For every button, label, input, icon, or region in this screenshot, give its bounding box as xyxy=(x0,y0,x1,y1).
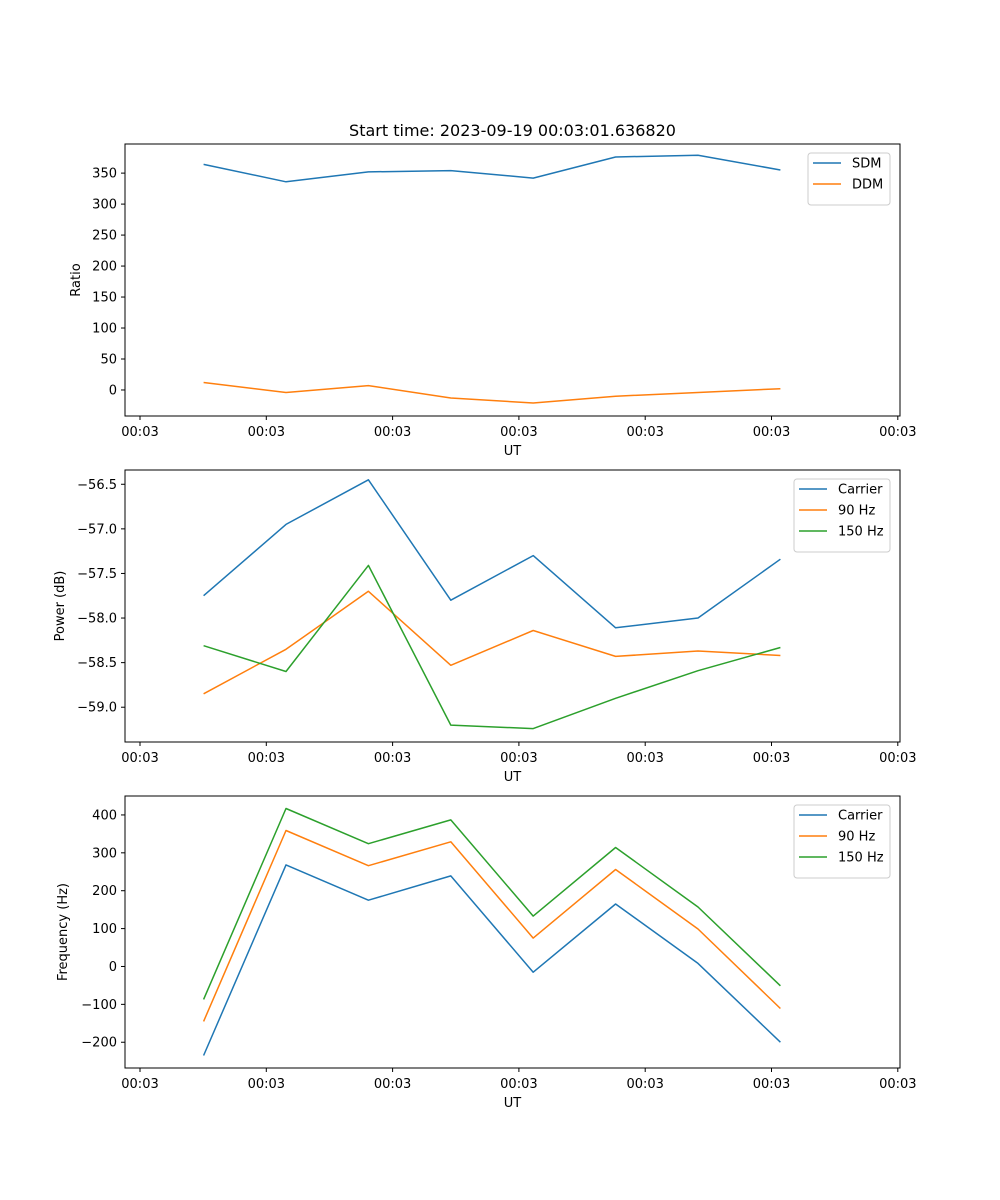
y-tick-label: −57.0 xyxy=(77,522,117,537)
series-line-carrier xyxy=(203,479,781,629)
legend-entry: Carrier xyxy=(838,483,883,498)
series-line-sdm xyxy=(203,154,781,183)
x-tick-label: 00:03 xyxy=(248,425,285,440)
x-tick-label: 00:03 xyxy=(374,1077,411,1092)
y-tick-label: −100 xyxy=(81,998,117,1013)
legend-entry: SDM xyxy=(852,157,881,172)
series-line-carrier xyxy=(202,864,781,1056)
y-tick-label: 300 xyxy=(92,198,117,213)
y-axis-label: Frequency (Hz) xyxy=(56,883,71,981)
y-tick-label: 200 xyxy=(92,260,117,275)
x-tick-label: 00:03 xyxy=(500,1077,537,1092)
legend-entry: 90 Hz xyxy=(838,830,875,845)
x-axis: 00:03 00:03 00:03 00:03 00:03 00:03 00:03 xyxy=(121,1068,917,1092)
legend-entry: 90 Hz xyxy=(838,504,875,519)
legend: SDM DDM xyxy=(807,152,891,206)
x-axis-label: UT xyxy=(504,1096,522,1111)
x-tick-label: 00:03 xyxy=(879,1077,916,1092)
y-axis: −200 −100 0 100 200 300 400 xyxy=(81,808,125,1051)
x-tick-label: 00:03 xyxy=(626,751,663,766)
x-tick-label: 00:03 xyxy=(374,425,411,440)
x-tick-label: 00:03 xyxy=(753,1077,790,1092)
y-tick-label: −58.0 xyxy=(77,612,117,627)
x-axis: 00:03 00:03 00:03 00:03 00:03 00:03 00:03 xyxy=(121,742,917,766)
legend-entry: DDM xyxy=(852,178,883,193)
series-line-150-hz xyxy=(203,564,781,730)
y-tick-label: 0 xyxy=(109,383,117,398)
y-axis-label: Power (dB) xyxy=(53,571,68,642)
y-tick-label: −200 xyxy=(81,1036,117,1051)
y-tick-label: −56.5 xyxy=(77,478,117,493)
legend-entry: Carrier xyxy=(838,809,883,824)
x-tick-label: 00:03 xyxy=(248,751,285,766)
y-tick-label: −58.5 xyxy=(77,656,117,671)
legend: Carrier 90 Hz 150 Hz xyxy=(793,478,891,553)
chart-title: Start time: 2023-09-19 00:03:01.636820 xyxy=(349,121,676,140)
y-tick-label: 250 xyxy=(92,229,117,244)
x-axis: 00:03 00:03 00:03 00:03 00:03 00:03 00:03 xyxy=(121,416,917,440)
series-line-90-hz xyxy=(202,829,781,1022)
legend-box xyxy=(793,478,891,553)
x-axis-label: UT xyxy=(504,444,522,459)
x-tick-label: 00:03 xyxy=(753,751,790,766)
x-tick-label: 00:03 xyxy=(626,1077,663,1092)
axes-frame xyxy=(124,795,901,1069)
y-axis: 0 50 100 150 200 250 300 350 xyxy=(92,167,125,398)
y-axis-label: Ratio xyxy=(69,263,84,296)
x-tick-label: 00:03 xyxy=(121,1077,158,1092)
x-tick-label: 00:03 xyxy=(753,425,790,440)
legend: Carrier 90 Hz 150 Hz xyxy=(793,804,891,879)
series-line-90-hz xyxy=(203,590,781,695)
x-tick-label: 00:03 xyxy=(626,425,663,440)
y-tick-label: 0 xyxy=(109,960,117,975)
chart-panel-3: 00:03 00:03 00:03 00:03 00:03 00:03 00:03 UT −20… xyxy=(56,795,917,1111)
chart-panel-1: Start time: 2023-09-19 00:03:01.63682000… xyxy=(69,121,917,459)
series-line-ddm xyxy=(203,381,781,404)
y-tick-label: 100 xyxy=(92,922,117,937)
y-tick-label: 350 xyxy=(92,167,117,182)
y-tick-label: −57.5 xyxy=(77,567,117,582)
y-tick-label: 200 xyxy=(92,884,117,899)
x-tick-label: 00:03 xyxy=(879,425,916,440)
x-tick-label: 00:03 xyxy=(248,1077,285,1092)
y-tick-label: −59.0 xyxy=(77,701,117,716)
legend-entry: 150 Hz xyxy=(838,525,884,540)
axes-frame xyxy=(124,469,901,743)
x-tick-label: 00:03 xyxy=(121,425,158,440)
x-tick-label: 00:03 xyxy=(879,751,916,766)
x-axis-label: UT xyxy=(504,770,522,785)
legend-box xyxy=(793,804,891,879)
axes-frame xyxy=(124,143,901,417)
y-tick-label: 400 xyxy=(92,808,117,823)
x-tick-label: 00:03 xyxy=(374,751,411,766)
legend-box xyxy=(807,152,891,206)
y-tick-label: 300 xyxy=(92,846,117,861)
x-tick-label: 00:03 xyxy=(121,751,158,766)
y-tick-label: 50 xyxy=(100,352,117,367)
x-tick-label: 00:03 xyxy=(500,425,537,440)
series-line-150-hz xyxy=(202,807,781,1000)
chart-panel-2: 00:03 00:03 00:03 00:03 00:03 00:03 00:03 UT −59… xyxy=(53,469,917,785)
x-tick-label: 00:03 xyxy=(500,751,537,766)
y-tick-label: 150 xyxy=(92,291,117,306)
y-tick-label: 100 xyxy=(92,322,117,337)
y-axis: −59.0 −58.5 −58.0 −57.5 −57.0 −56.5 xyxy=(77,478,125,716)
legend-entry: 150 Hz xyxy=(838,851,884,866)
